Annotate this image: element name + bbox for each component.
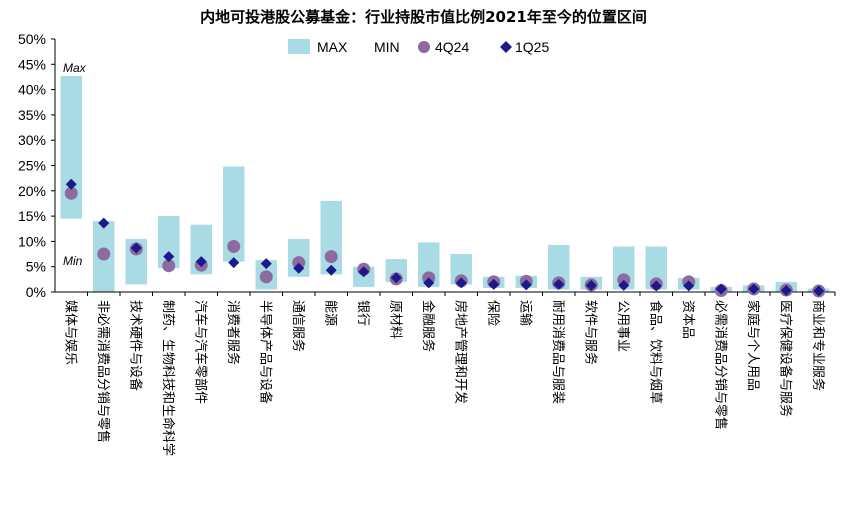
- legend-min-label: MIN: [374, 39, 400, 55]
- x-category-label: 金融服务: [420, 300, 436, 352]
- y-tick-label: 10%: [18, 233, 46, 249]
- point-1q25: [748, 283, 760, 295]
- x-category-label: 公用事业: [615, 300, 630, 352]
- range-bar: [223, 166, 245, 262]
- legend-1q25-marker: [500, 41, 512, 53]
- point-1q25: [260, 258, 272, 270]
- y-tick-label: 35%: [18, 107, 46, 123]
- x-category-label: 保险: [485, 300, 500, 326]
- point-1q25: [98, 217, 110, 229]
- point-1q25: [780, 284, 792, 296]
- x-category-label: 半导体产品与设备: [257, 300, 273, 404]
- x-category-label: 医疗保健设备与服务: [777, 300, 793, 417]
- range-bar: [450, 254, 472, 285]
- data-points: [64, 178, 826, 298]
- y-tick-label: 50%: [18, 31, 46, 47]
- y-tick-label: 20%: [18, 183, 46, 199]
- x-category-label: 资本品: [680, 300, 695, 339]
- legend-4q24-label: 4Q24: [435, 39, 469, 55]
- legend-1q25-label: 1Q25: [515, 39, 549, 55]
- legend-max-label: MAX: [317, 39, 348, 55]
- point-1q25: [715, 283, 727, 295]
- x-category-label: 家庭与个人用品: [745, 300, 761, 391]
- point-1q25: [650, 280, 662, 292]
- point-1q25: [130, 242, 142, 254]
- x-category-label: 食品、饮料与烟草: [647, 300, 663, 404]
- y-tick-label: 0%: [26, 284, 46, 300]
- y-tick-label: 40%: [18, 82, 46, 98]
- y-tick-label: 30%: [18, 132, 46, 148]
- chart-title: 内地可投港股公募基金：行业持股市值比例2021年至今的位置区间: [200, 8, 647, 26]
- point-1q25: [618, 279, 630, 291]
- point-1q25: [813, 285, 825, 297]
- x-category-label: 银行: [355, 300, 370, 326]
- point-4q24: [227, 239, 241, 253]
- point-1q25: [553, 278, 565, 290]
- y-tick-label: 15%: [18, 208, 46, 224]
- y-tick-label: 5%: [26, 259, 46, 275]
- x-category-label: 运输: [517, 300, 533, 326]
- x-category-label: 汽车与汽车零部件: [192, 300, 208, 404]
- point-1q25: [585, 279, 597, 291]
- x-category-label: 消费者服务: [225, 300, 241, 365]
- range-bar: [158, 216, 180, 269]
- point-1q25: [195, 256, 207, 268]
- annotation-min: Min: [63, 254, 83, 268]
- x-category-label: 必需消费品分销与零售: [712, 300, 728, 430]
- point-1q25: [228, 257, 240, 269]
- point-4q24: [617, 273, 631, 287]
- point-4q24: [97, 247, 111, 261]
- x-category-label: 非必需消费品分销与零售: [95, 300, 111, 443]
- point-1q25: [423, 277, 435, 289]
- point-4q24: [64, 186, 78, 200]
- point-4q24: [324, 250, 338, 264]
- point-1q25: [293, 262, 305, 274]
- point-1q25: [163, 251, 175, 263]
- x-category-label: 商业和专业服务: [810, 300, 826, 391]
- x-category-label: 原材料: [387, 300, 402, 339]
- range-bar: [320, 200, 342, 275]
- annotation-max: Max: [63, 61, 87, 75]
- point-1q25: [488, 278, 500, 290]
- point-4q24: [292, 256, 306, 270]
- x-category-label: 能源: [322, 300, 337, 326]
- point-4q24: [162, 259, 176, 273]
- point-1q25: [325, 264, 337, 276]
- range-bars: [60, 75, 830, 292]
- x-category-label: 房地产管理和开发: [452, 300, 468, 404]
- point-1q25: [390, 272, 402, 284]
- legend: MAX MIN 4Q24 1Q25: [288, 39, 549, 55]
- point-1q25: [358, 266, 370, 278]
- x-category-label: 制药、生物科技和生命科学: [160, 300, 176, 456]
- point-4q24: [259, 270, 273, 284]
- legend-4q24-marker: [418, 41, 430, 53]
- x-category-label: 耐用消费品与服装: [550, 300, 565, 404]
- x-category-label: 技术硬件与设备: [127, 300, 143, 391]
- point-1q25: [683, 280, 695, 292]
- y-tick-label: 25%: [18, 158, 46, 174]
- x-category-label: 软件与服务: [582, 300, 598, 365]
- range-bar: [645, 246, 667, 290]
- point-1q25: [520, 279, 532, 291]
- range-bar: [60, 75, 82, 219]
- x-category-label: 媒体与娱乐: [62, 300, 77, 365]
- range-bar: [548, 244, 570, 290]
- y-tick-label: 45%: [18, 56, 46, 72]
- point-1q25: [65, 178, 77, 190]
- x-category-label: 通信服务: [290, 300, 306, 352]
- point-1q25: [455, 277, 467, 289]
- legend-max-swatch: [288, 39, 310, 54]
